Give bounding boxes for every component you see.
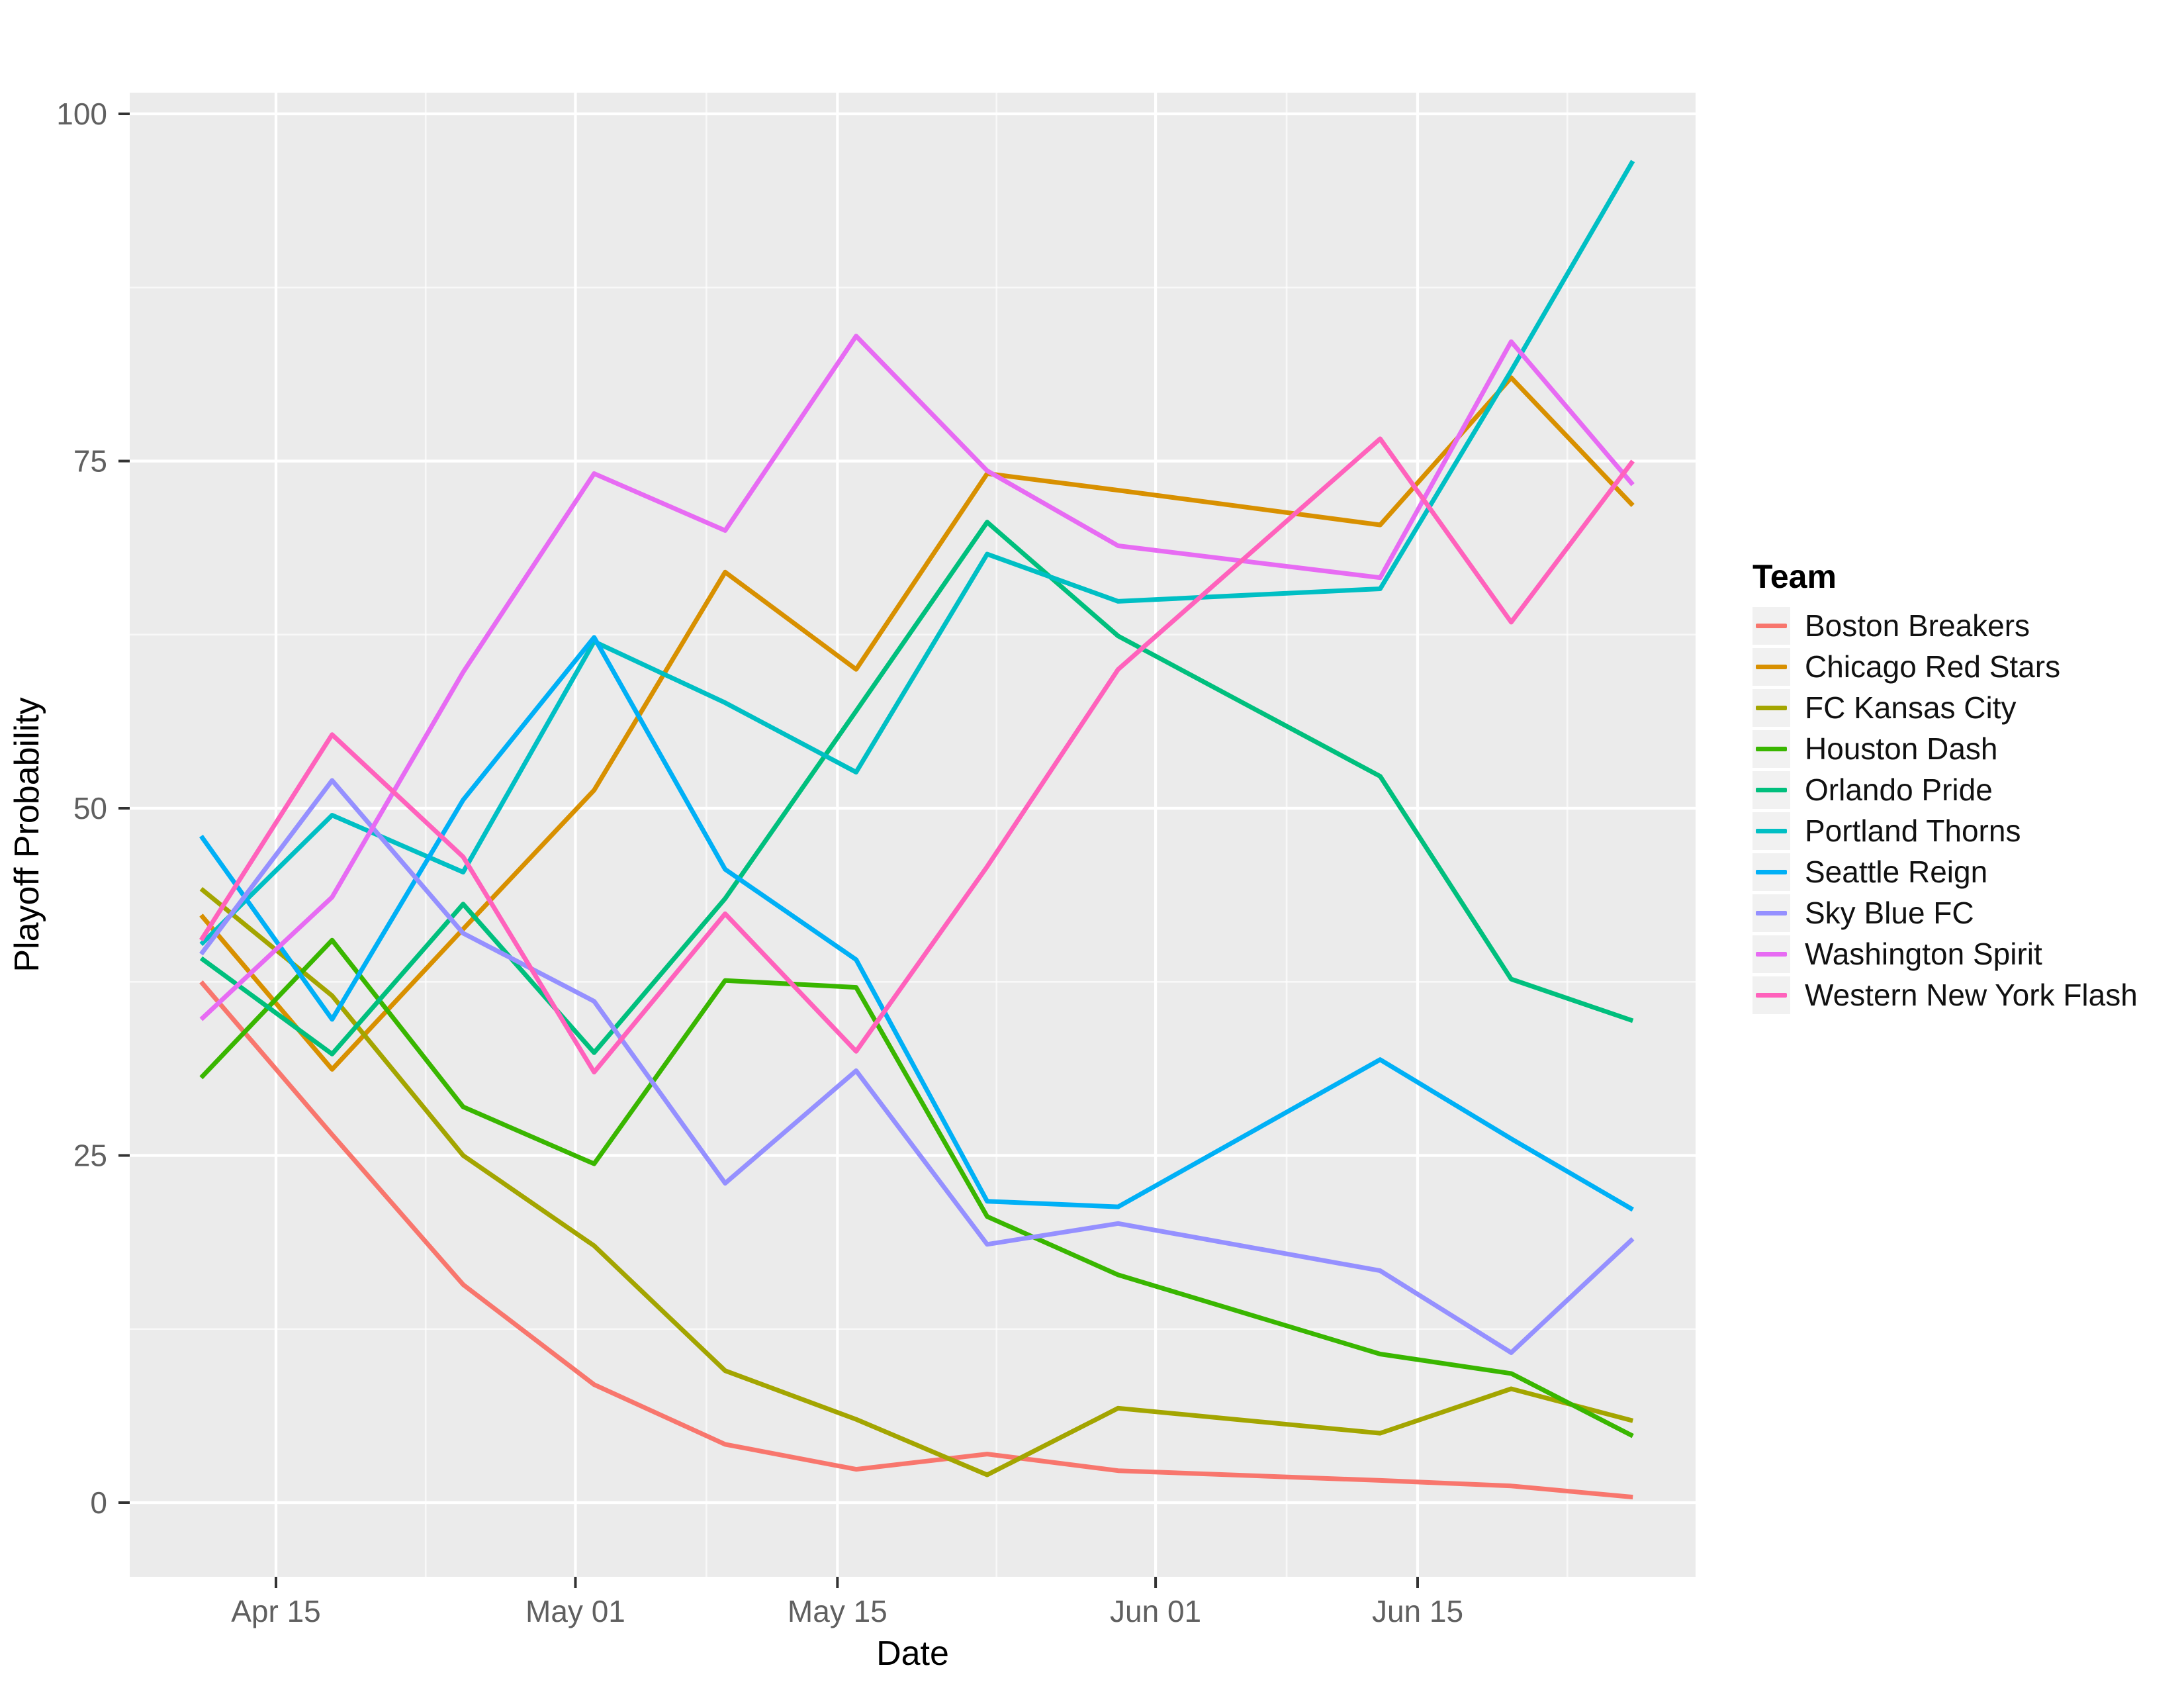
legend-item-portland-thorns: Portland Thorns xyxy=(1752,810,2138,851)
legend-item-houston-dash: Houston Dash xyxy=(1752,728,2138,769)
legend-item-seattle-reign: Seattle Reign xyxy=(1752,851,2138,892)
legend-key-swatch xyxy=(1752,976,1790,1014)
x-tick-label-jun-01: Jun 01 xyxy=(1110,1594,1201,1628)
y-axis-title: Playoff Probability xyxy=(8,697,46,972)
legend-label: Sky Blue FC xyxy=(1805,896,1974,930)
x-tick-label-may-15: May 15 xyxy=(788,1594,887,1628)
legend-item-chicago-red-stars: Chicago Red Stars xyxy=(1752,646,2138,687)
x-tick-label-apr-15: Apr 15 xyxy=(231,1594,321,1628)
legend-label: Portland Thorns xyxy=(1805,814,2021,848)
legend-item-fc-kansas-city: FC Kansas City xyxy=(1752,687,2138,728)
legend-item-western-new-york-flash: Western New York Flash xyxy=(1752,974,2138,1015)
legend-key-swatch xyxy=(1752,647,1790,686)
legend-key-swatch xyxy=(1752,771,1790,809)
series-line-boston-breakers xyxy=(199,980,1633,1500)
legend-label: Seattle Reign xyxy=(1805,855,1988,889)
x-tick-label-jun-15: Jun 15 xyxy=(1372,1594,1463,1628)
legend-label: Western New York Flash xyxy=(1805,978,2138,1012)
legend-key-swatch xyxy=(1752,812,1790,850)
legend-color-line xyxy=(1756,705,1787,710)
series-line-houston-dash xyxy=(199,937,1634,1438)
series-line-seattle-reign xyxy=(199,635,1634,1212)
legend-color-line xyxy=(1756,623,1787,628)
legend-color-line xyxy=(1756,992,1787,998)
series-line-fc-kansas-city xyxy=(199,886,1634,1477)
legend-key-swatch xyxy=(1752,894,1790,932)
legend: Team Boston Breakers Chicago Red Stars FC … xyxy=(1752,557,2138,1015)
series-line-western-new-york-flash xyxy=(199,436,1635,1075)
legend-label: FC Kansas City xyxy=(1805,690,2017,725)
legend-label: Boston Breakers xyxy=(1805,608,2030,643)
legend-color-line xyxy=(1756,951,1787,957)
legend-color-line xyxy=(1756,664,1787,669)
x-tick-label-may-01: May 01 xyxy=(525,1594,625,1628)
legend-label: Houston Dash xyxy=(1805,731,1998,766)
legend-key-swatch xyxy=(1752,935,1790,973)
y-tick-label-100: 100 xyxy=(56,97,107,131)
legend-key-swatch xyxy=(1752,688,1790,727)
legend-key-swatch xyxy=(1752,606,1790,645)
series-line-chicago-red-stars xyxy=(199,375,1635,1072)
legend-key-swatch xyxy=(1752,729,1790,768)
series-line-orlando-pride xyxy=(199,520,1634,1056)
y-tick-label-0: 0 xyxy=(90,1485,107,1520)
legend-color-line xyxy=(1756,787,1787,792)
legend-key-swatch xyxy=(1752,853,1790,891)
legend-title: Team xyxy=(1752,558,1837,595)
legend-item-sky-blue-fc: Sky Blue FC xyxy=(1752,892,2138,933)
legend-label: Washington Spirit xyxy=(1805,937,2042,971)
legend-item-boston-breakers: Boston Breakers xyxy=(1752,605,2138,646)
plot-panel xyxy=(130,93,1696,1577)
y-tick-label-25: 25 xyxy=(73,1139,107,1173)
legend-color-line xyxy=(1756,869,1787,874)
series-line-portland-thorns xyxy=(199,160,1635,947)
y-tick-label-50: 50 xyxy=(73,791,107,825)
legend-item-washington-spirit: Washington Spirit xyxy=(1752,933,2138,974)
legend-label: Orlando Pride xyxy=(1805,773,1993,807)
legend-color-line xyxy=(1756,746,1787,751)
x-axis-title: Date xyxy=(876,1634,949,1673)
legend-color-line xyxy=(1756,910,1787,915)
legend-item-orlando-pride: Orlando Pride xyxy=(1752,769,2138,810)
series-line-sky-blue-fc xyxy=(199,778,1635,1355)
y-tick-label-75: 75 xyxy=(73,444,107,479)
legend-color-line xyxy=(1756,828,1787,833)
legend-label: Chicago Red Stars xyxy=(1805,649,2061,684)
